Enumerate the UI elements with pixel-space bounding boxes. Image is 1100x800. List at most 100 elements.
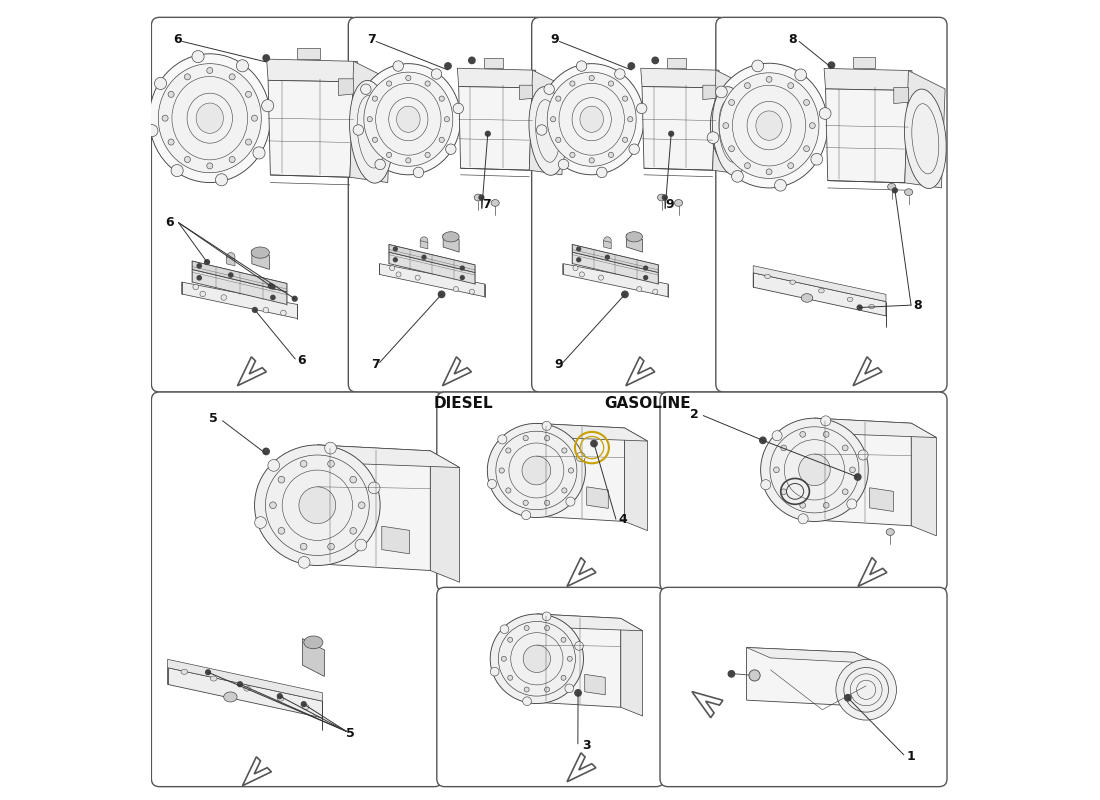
Ellipse shape <box>847 499 857 509</box>
Text: 6: 6 <box>173 33 182 46</box>
Polygon shape <box>297 48 320 59</box>
Ellipse shape <box>439 96 444 102</box>
Text: 7: 7 <box>482 198 491 211</box>
Ellipse shape <box>521 510 530 520</box>
Polygon shape <box>238 357 266 386</box>
Polygon shape <box>703 86 716 100</box>
Circle shape <box>439 291 444 298</box>
Ellipse shape <box>604 237 612 245</box>
Ellipse shape <box>565 684 573 693</box>
Ellipse shape <box>542 612 551 621</box>
Ellipse shape <box>713 86 749 175</box>
Polygon shape <box>642 86 716 170</box>
Ellipse shape <box>629 144 639 154</box>
Ellipse shape <box>637 286 641 292</box>
Ellipse shape <box>529 86 566 175</box>
Ellipse shape <box>278 527 285 534</box>
Ellipse shape <box>245 139 252 145</box>
Text: 8: 8 <box>789 33 797 46</box>
Polygon shape <box>586 487 608 508</box>
Polygon shape <box>692 692 723 718</box>
Ellipse shape <box>715 86 727 98</box>
Ellipse shape <box>596 167 607 178</box>
Ellipse shape <box>544 687 550 692</box>
Ellipse shape <box>350 81 393 183</box>
Ellipse shape <box>799 514 808 524</box>
Ellipse shape <box>216 174 228 186</box>
Ellipse shape <box>652 289 658 294</box>
Polygon shape <box>389 252 475 284</box>
Ellipse shape <box>406 158 411 163</box>
Ellipse shape <box>299 487 336 524</box>
Ellipse shape <box>263 307 268 313</box>
Polygon shape <box>572 245 659 273</box>
Ellipse shape <box>278 476 285 483</box>
Ellipse shape <box>732 170 744 182</box>
Text: ⚡: ⚡ <box>482 226 618 414</box>
Ellipse shape <box>420 237 428 245</box>
Text: 9: 9 <box>666 198 674 211</box>
Ellipse shape <box>745 82 750 89</box>
Ellipse shape <box>542 422 551 430</box>
Ellipse shape <box>790 280 795 284</box>
Polygon shape <box>430 451 460 582</box>
Ellipse shape <box>168 139 174 145</box>
Ellipse shape <box>766 77 772 82</box>
Ellipse shape <box>252 115 257 122</box>
Polygon shape <box>625 428 648 530</box>
Ellipse shape <box>751 60 763 72</box>
Text: 3: 3 <box>582 739 591 752</box>
Ellipse shape <box>439 137 444 142</box>
Ellipse shape <box>598 275 604 280</box>
Polygon shape <box>852 357 882 386</box>
Ellipse shape <box>781 445 786 450</box>
Ellipse shape <box>773 467 779 473</box>
Ellipse shape <box>524 645 550 673</box>
Ellipse shape <box>192 50 205 62</box>
Ellipse shape <box>154 78 166 90</box>
Polygon shape <box>905 70 945 188</box>
Ellipse shape <box>887 529 894 535</box>
Polygon shape <box>227 257 235 266</box>
Polygon shape <box>317 445 460 467</box>
Ellipse shape <box>415 275 420 280</box>
Ellipse shape <box>150 54 271 182</box>
Ellipse shape <box>847 298 852 302</box>
Polygon shape <box>563 263 668 297</box>
Circle shape <box>728 670 735 677</box>
Ellipse shape <box>506 488 512 493</box>
Text: 5: 5 <box>209 413 218 426</box>
Text: 6: 6 <box>297 354 306 367</box>
Polygon shape <box>747 647 878 663</box>
Ellipse shape <box>386 81 392 86</box>
Circle shape <box>461 266 464 270</box>
Polygon shape <box>894 87 909 103</box>
Polygon shape <box>379 263 485 297</box>
Ellipse shape <box>580 272 584 277</box>
Ellipse shape <box>470 289 474 294</box>
Ellipse shape <box>356 64 461 174</box>
Polygon shape <box>855 652 878 716</box>
Circle shape <box>669 131 673 136</box>
Ellipse shape <box>799 454 830 486</box>
Ellipse shape <box>389 266 395 270</box>
Text: 7: 7 <box>367 33 376 46</box>
Polygon shape <box>302 638 324 677</box>
Ellipse shape <box>658 194 666 201</box>
Ellipse shape <box>487 423 585 518</box>
Ellipse shape <box>254 445 381 566</box>
Ellipse shape <box>431 69 442 79</box>
Ellipse shape <box>547 72 636 166</box>
Ellipse shape <box>823 502 829 508</box>
Ellipse shape <box>795 69 806 81</box>
Text: 6: 6 <box>165 216 174 229</box>
Ellipse shape <box>375 159 385 170</box>
Ellipse shape <box>350 476 356 483</box>
Circle shape <box>271 295 275 299</box>
Ellipse shape <box>262 100 274 112</box>
Ellipse shape <box>774 179 786 191</box>
Polygon shape <box>242 757 272 786</box>
Ellipse shape <box>182 670 188 674</box>
Ellipse shape <box>229 157 235 162</box>
Circle shape <box>205 260 209 265</box>
